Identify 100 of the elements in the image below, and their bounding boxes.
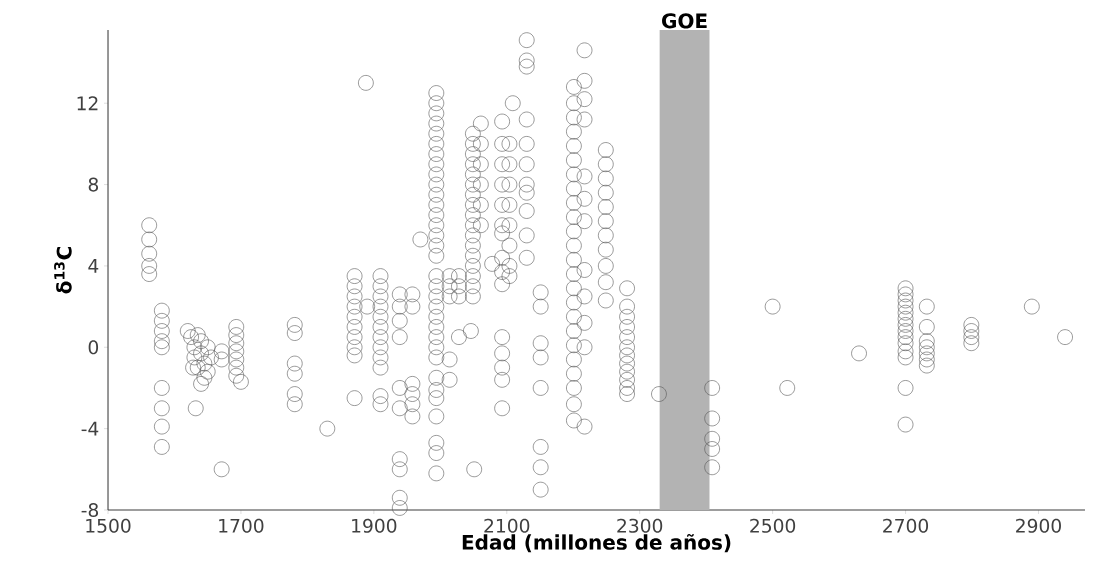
point: [428, 435, 445, 451]
point: [494, 372, 510, 388]
point: [576, 213, 593, 229]
point: [404, 386, 421, 402]
point: [154, 380, 170, 396]
point: [404, 376, 421, 392]
point: [494, 250, 510, 266]
point: [897, 304, 914, 321]
point: [428, 390, 445, 406]
point: [213, 351, 230, 368]
point: [704, 459, 720, 476]
point: [963, 323, 980, 339]
point: [287, 325, 303, 341]
point: [484, 256, 500, 272]
point: [441, 372, 458, 388]
point: [704, 410, 720, 427]
point: [919, 345, 935, 362]
point: [566, 166, 582, 183]
point: [1024, 298, 1040, 315]
point: [494, 276, 510, 292]
point: [576, 191, 593, 207]
point: [465, 227, 481, 244]
point: [566, 123, 582, 140]
point: [494, 400, 510, 417]
point: [451, 268, 467, 284]
point: [451, 278, 467, 295]
point: [346, 298, 363, 315]
point: [779, 380, 796, 396]
point: [287, 355, 303, 372]
point: [576, 315, 593, 331]
point: [566, 309, 582, 325]
point: [213, 343, 230, 360]
point: [346, 319, 363, 335]
point: [704, 441, 720, 457]
point: [576, 288, 593, 305]
point: [897, 311, 914, 327]
point: [428, 382, 445, 398]
point: [372, 339, 389, 356]
point: [428, 176, 445, 193]
point: [518, 156, 535, 172]
point: [963, 335, 980, 351]
point: [372, 278, 389, 295]
point: [619, 355, 635, 372]
point: [428, 217, 445, 234]
point: [372, 388, 389, 404]
point: [428, 319, 445, 335]
point: [465, 136, 481, 152]
point: [473, 217, 489, 234]
point: [346, 309, 363, 325]
point: [919, 333, 935, 349]
point: [518, 203, 535, 219]
point: [287, 386, 303, 402]
point: [428, 136, 445, 152]
y-tick-label: -8: [81, 502, 99, 518]
point: [501, 136, 518, 152]
point: [186, 339, 203, 356]
point: [494, 329, 510, 345]
point: [619, 372, 635, 388]
point: [428, 237, 445, 254]
point: [566, 323, 582, 339]
point: [576, 418, 593, 435]
x-tick-label: 1500: [86, 518, 131, 533]
point: [494, 156, 510, 172]
point: [185, 359, 201, 376]
point: [532, 298, 549, 315]
point: [465, 197, 481, 213]
point: [566, 79, 582, 95]
point: [465, 247, 481, 264]
point: [619, 347, 635, 364]
point: [463, 323, 479, 339]
point: [392, 451, 408, 467]
point: [441, 288, 458, 305]
point: [494, 113, 510, 130]
point: [501, 156, 518, 172]
point: [465, 268, 481, 284]
point: [566, 365, 582, 382]
x-tick-label: 2500: [750, 518, 796, 533]
point: [494, 197, 510, 213]
point: [465, 278, 481, 295]
point: [576, 73, 593, 89]
point: [651, 386, 667, 402]
point: [494, 359, 510, 376]
point: [566, 138, 582, 154]
point: [203, 349, 219, 366]
point: [576, 91, 593, 107]
point: [473, 156, 489, 172]
point: [473, 176, 489, 193]
x-tick-label: 1700: [219, 518, 264, 533]
point: [404, 396, 421, 412]
y-axis-title: δ$^{13}$C: [54, 247, 72, 294]
point: [183, 329, 199, 345]
point: [566, 351, 582, 368]
point: [897, 416, 914, 433]
x-axis-title: Edad (millones de años): [462, 533, 731, 553]
point: [392, 329, 408, 345]
point: [193, 345, 209, 362]
point: [566, 109, 582, 126]
point: [228, 343, 245, 360]
point: [154, 339, 170, 356]
y-tick-label: 8: [88, 177, 99, 192]
